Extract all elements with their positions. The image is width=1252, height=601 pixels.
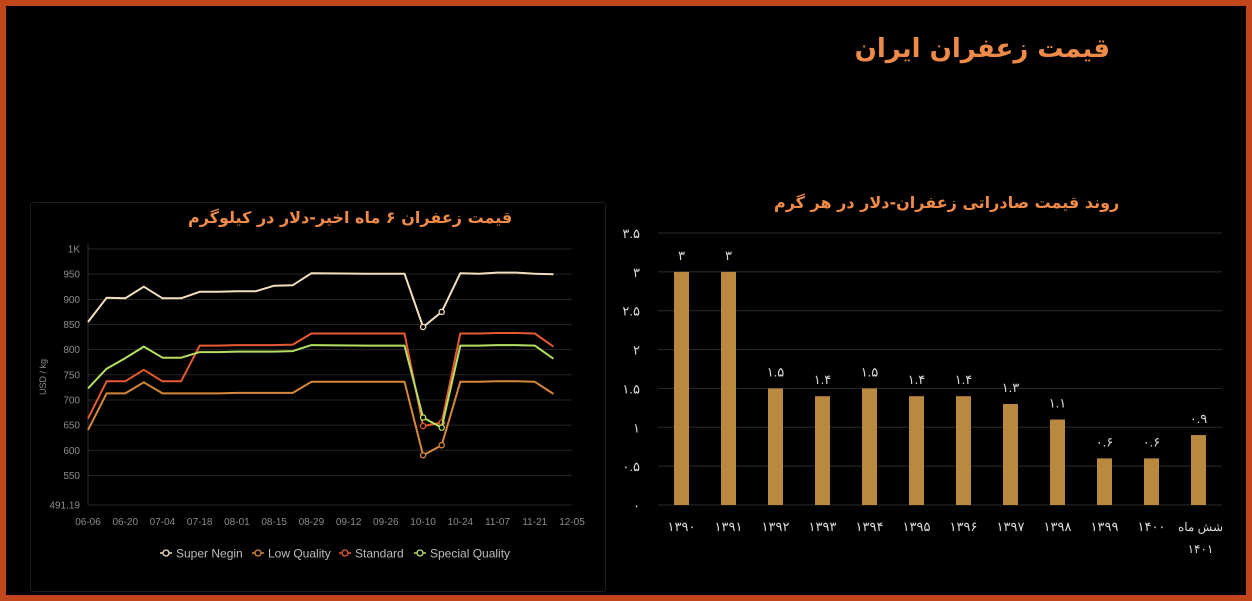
line-y-tick-label: 650 bbox=[63, 421, 80, 432]
line-x-tick-label: 10-24 bbox=[448, 517, 474, 528]
bar-chart-title: روند قیمت صادراتی زعفران-دلار در هر گرم bbox=[774, 193, 1120, 212]
line-y-tick-label: 491.19 bbox=[49, 501, 80, 512]
legend-item-special-quality: Special Quality bbox=[414, 547, 510, 561]
line-series-standard bbox=[87, 332, 554, 428]
line-data-point bbox=[419, 414, 427, 421]
line-series-special-quality bbox=[87, 344, 554, 429]
line-y-tick-label: 850 bbox=[63, 320, 80, 331]
line-data-point bbox=[419, 323, 427, 331]
line-y-tick-label: 900 bbox=[63, 295, 80, 306]
legend-swatch-marker bbox=[416, 549, 424, 557]
line-x-tick-label: 12-05 bbox=[559, 517, 585, 528]
line-x-tick-label: 11-21 bbox=[522, 517, 547, 528]
line-y-tick-label: 1K bbox=[68, 245, 81, 256]
legend-item-super-negin: Super Negin bbox=[160, 547, 243, 561]
line-y-axis-label: USD / kg bbox=[38, 359, 48, 395]
line-x-tick-label: 07-04 bbox=[150, 517, 176, 528]
line-y-tick-label: 750 bbox=[63, 370, 80, 381]
line-chart-panel bbox=[30, 202, 606, 592]
legend-swatch-marker bbox=[254, 549, 262, 557]
legend-label: Standard bbox=[355, 547, 404, 561]
line-x-tick-label: 08-15 bbox=[261, 517, 287, 528]
line-y-tick-label: 550 bbox=[63, 471, 80, 482]
legend-swatch-marker bbox=[341, 549, 349, 557]
line-x-tick-label: 11-07 bbox=[485, 517, 510, 528]
line-y-tick-label: 600 bbox=[63, 446, 80, 457]
line-data-point bbox=[419, 422, 427, 430]
line-series-low-quality bbox=[87, 380, 554, 457]
line-y-tick-label: 700 bbox=[63, 395, 80, 406]
line-data-point bbox=[419, 452, 427, 459]
page-title: قیمت زعفران ایران bbox=[854, 34, 1110, 64]
line-series-super-negin bbox=[87, 271, 554, 328]
line-x-tick-label: 06-06 bbox=[75, 517, 101, 528]
line-x-tick-label: 09-26 bbox=[373, 517, 399, 528]
legend-item-standard: Standard bbox=[339, 547, 404, 561]
line-x-tick-label: 10-10 bbox=[410, 517, 436, 528]
line-data-point bbox=[438, 441, 445, 449]
line-chart-title: قیمت زعفران ۶ ماه اخیر-دلار در کیلوگرم bbox=[188, 208, 513, 227]
line-data-point bbox=[438, 424, 445, 431]
line-x-tick-label: 06-20 bbox=[112, 517, 138, 528]
line-x-tick-label: 08-01 bbox=[224, 517, 250, 528]
line-x-tick-label: 08-29 bbox=[299, 517, 325, 528]
line-y-tick-label: 950 bbox=[63, 270, 80, 281]
line-data-point bbox=[438, 308, 445, 316]
legend-label: Super Negin bbox=[176, 547, 243, 561]
line-y-tick-label: 800 bbox=[63, 345, 80, 356]
legend-swatch-marker bbox=[162, 549, 170, 557]
line-x-tick-label: 09-12 bbox=[336, 517, 362, 528]
legend-label: Low Quality bbox=[268, 547, 331, 561]
legend-label: Special Quality bbox=[430, 547, 510, 561]
legend-item-low-quality: Low Quality bbox=[252, 547, 331, 561]
line-x-tick-label: 07-18 bbox=[187, 517, 213, 528]
